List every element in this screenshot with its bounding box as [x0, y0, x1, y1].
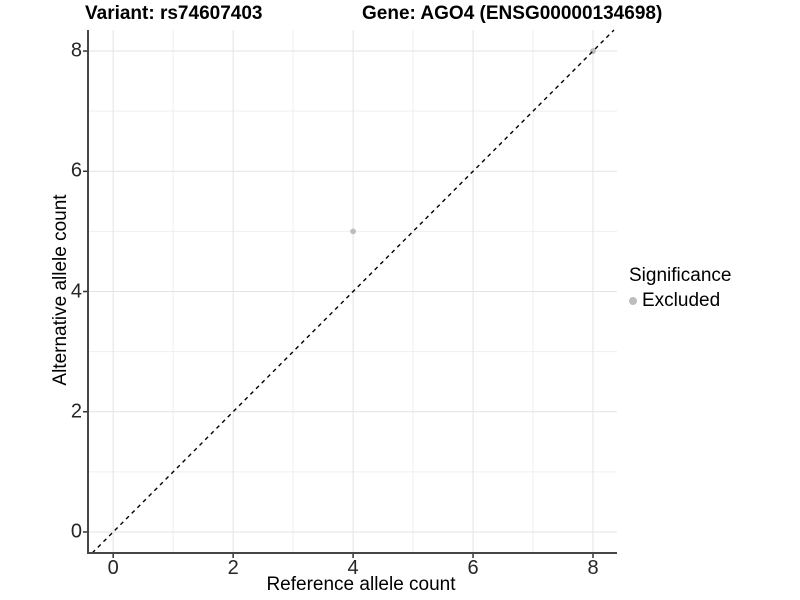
x-axis-label: Reference allele count [266, 574, 456, 595]
identity-line [91, 29, 615, 554]
y-axis-label: Alternative allele count [50, 194, 71, 386]
y-tick-label: 6 [70, 159, 82, 182]
data-point [350, 228, 356, 235]
y-tick-label: 2 [70, 400, 82, 423]
variant-title: Variant: rs74607403 [85, 3, 263, 24]
x-tick-label: 4 [347, 557, 359, 579]
x-tick-label: 0 [107, 557, 119, 579]
legend: Significance Excluded [629, 265, 731, 312]
gene-title: Gene: AGO4 (ENSG00000134698) [362, 3, 663, 24]
x-tick-label: 8 [587, 557, 599, 579]
legend-item-excluded: Excluded [629, 290, 731, 312]
legend-item-label: Excluded [642, 290, 721, 311]
legend-point-icon [629, 297, 637, 305]
x-tick-label: 2 [227, 557, 239, 579]
y-tick-label: 8 [70, 39, 82, 62]
legend-title: Significance [629, 265, 732, 286]
y-tick-label: 4 [70, 280, 82, 302]
y-tick-label: 0 [70, 520, 82, 543]
x-tick-label: 6 [467, 557, 479, 579]
